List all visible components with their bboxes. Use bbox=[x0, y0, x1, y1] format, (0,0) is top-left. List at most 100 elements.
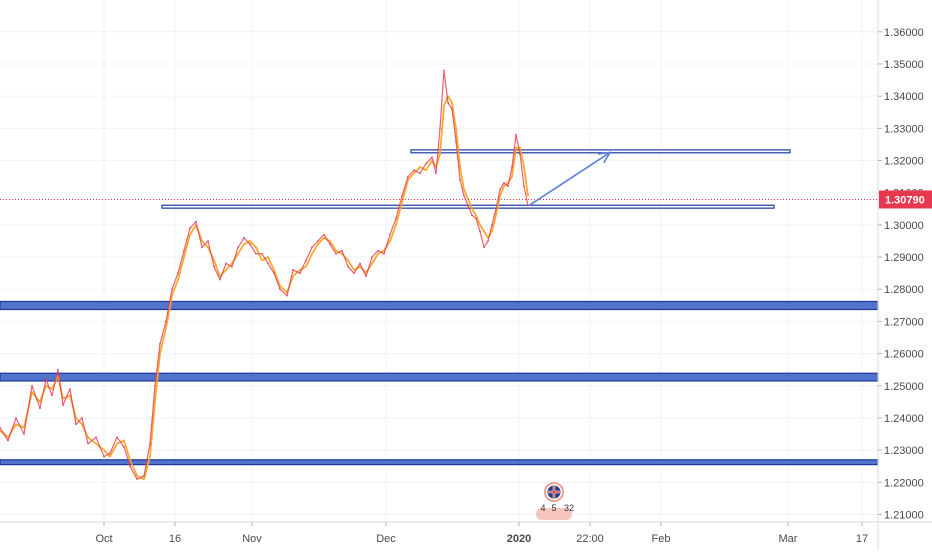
y-tick-label: 1.24000 bbox=[884, 413, 924, 425]
data-point bbox=[329, 240, 331, 242]
x-tick-label: Feb bbox=[652, 533, 671, 545]
y-tick-label: 1.35000 bbox=[884, 59, 924, 71]
data-point bbox=[431, 156, 433, 159]
data-point bbox=[491, 230, 493, 233]
data-point bbox=[237, 252, 239, 255]
data-point bbox=[116, 442, 118, 445]
data-point bbox=[81, 423, 83, 426]
data-point bbox=[317, 243, 319, 246]
data-point bbox=[62, 404, 64, 406]
event-count-label[interactable]: 4 bbox=[540, 503, 545, 513]
data-point bbox=[395, 223, 397, 226]
x-tick-label: Mar bbox=[779, 533, 798, 545]
data-point bbox=[511, 175, 513, 178]
data-point bbox=[261, 259, 263, 262]
data-point bbox=[207, 240, 209, 242]
data-point bbox=[249, 243, 251, 246]
data-point bbox=[305, 265, 307, 268]
resistance-zone[interactable] bbox=[410, 149, 791, 154]
data-point bbox=[527, 204, 529, 207]
y-tick-label: 1.27000 bbox=[884, 316, 924, 328]
data-point bbox=[279, 288, 281, 291]
projection-arrow-head bbox=[597, 151, 612, 164]
data-point bbox=[455, 140, 457, 143]
x-tick-label: Dec bbox=[376, 533, 396, 545]
uk-flag-icon[interactable] bbox=[544, 482, 564, 502]
data-point bbox=[39, 407, 41, 410]
data-point bbox=[123, 439, 125, 442]
event-count-label[interactable]: 32 bbox=[564, 503, 574, 513]
data-point bbox=[177, 278, 179, 281]
data-point bbox=[395, 217, 397, 220]
data-point bbox=[231, 265, 233, 268]
data-point bbox=[519, 146, 521, 149]
data-point bbox=[413, 172, 415, 175]
data-point bbox=[471, 214, 473, 217]
support-zone[interactable] bbox=[0, 300, 879, 311]
data-point bbox=[51, 388, 53, 390]
y-tick-label: 1.22000 bbox=[884, 477, 924, 489]
data-point bbox=[189, 227, 191, 229]
data-point bbox=[213, 265, 215, 268]
data-point bbox=[311, 246, 313, 249]
data-point bbox=[377, 252, 379, 255]
data-point bbox=[523, 166, 525, 168]
data-point bbox=[51, 394, 53, 397]
data-point bbox=[159, 343, 161, 345]
data-point bbox=[129, 465, 131, 468]
x-tick-label: 16 bbox=[169, 533, 181, 545]
data-point bbox=[23, 433, 25, 435]
data-point bbox=[475, 214, 477, 217]
data-point bbox=[255, 246, 257, 249]
data-point bbox=[401, 201, 403, 204]
data-point bbox=[463, 195, 465, 197]
data-point bbox=[255, 252, 257, 255]
data-point bbox=[39, 400, 41, 403]
data-point bbox=[407, 175, 409, 178]
data-point bbox=[483, 246, 485, 249]
event-count-label[interactable]: 5 bbox=[551, 503, 556, 513]
data-point bbox=[243, 236, 245, 239]
y-tick-label: 1.36000 bbox=[884, 27, 924, 39]
data-point bbox=[87, 442, 89, 445]
data-point bbox=[305, 259, 307, 262]
last-price-badge bbox=[879, 190, 932, 209]
data-point bbox=[347, 265, 349, 268]
data-point bbox=[447, 101, 449, 104]
event-markers[interactable]: 4 5 32 bbox=[536, 482, 574, 520]
data-point bbox=[75, 423, 77, 426]
data-point bbox=[171, 294, 173, 297]
data-point bbox=[15, 423, 17, 426]
data-point bbox=[519, 153, 521, 155]
data-point bbox=[273, 272, 275, 275]
data-point bbox=[389, 233, 391, 236]
data-point bbox=[237, 246, 239, 249]
data-point bbox=[419, 172, 421, 175]
data-point bbox=[201, 246, 203, 249]
data-point bbox=[15, 417, 17, 419]
data-point bbox=[136, 478, 138, 481]
data-point bbox=[81, 417, 83, 419]
data-point bbox=[243, 243, 245, 246]
x-tick-label: 2020 bbox=[507, 533, 531, 545]
data-point bbox=[323, 236, 325, 239]
data-point bbox=[249, 240, 251, 242]
data-point bbox=[353, 269, 355, 271]
data-point bbox=[507, 185, 509, 188]
data-point bbox=[95, 442, 97, 445]
data-point bbox=[225, 269, 227, 271]
data-point bbox=[443, 104, 445, 107]
support-zone[interactable] bbox=[0, 372, 879, 382]
data-point bbox=[165, 320, 167, 323]
data-point bbox=[292, 269, 294, 271]
data-point bbox=[159, 352, 161, 355]
data-point bbox=[213, 259, 215, 262]
data-point bbox=[207, 246, 209, 249]
y-tick-label: 1.26000 bbox=[884, 349, 924, 361]
data-point bbox=[459, 166, 461, 168]
data-point bbox=[491, 223, 493, 226]
y-tick-label: 1.28000 bbox=[884, 284, 924, 296]
